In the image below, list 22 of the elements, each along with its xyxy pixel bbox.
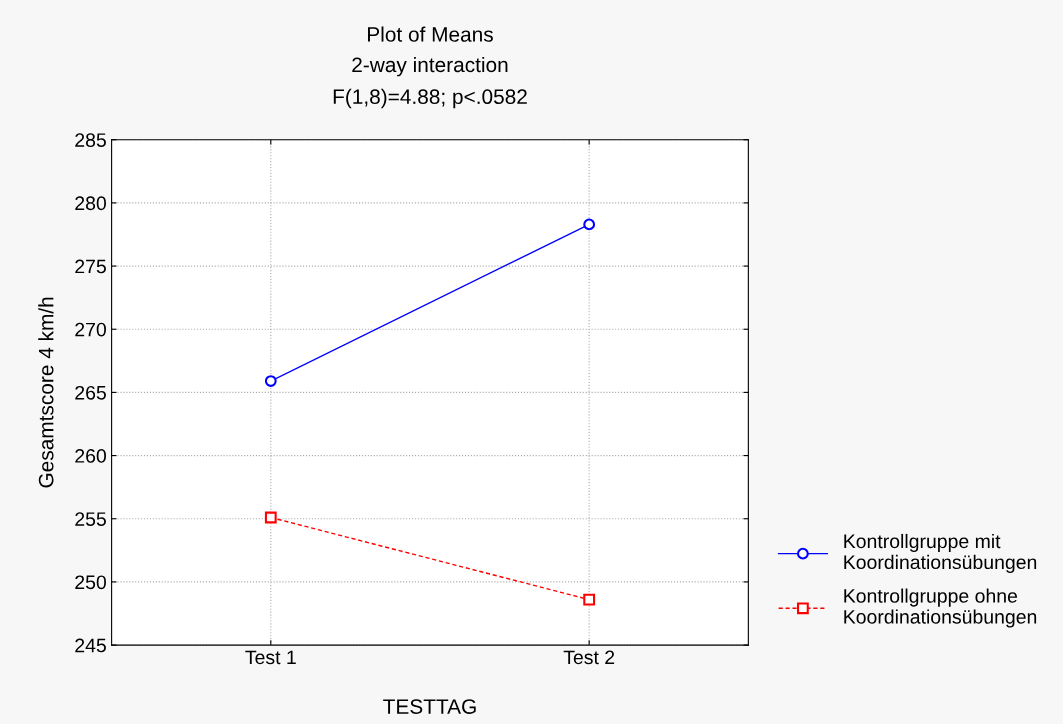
y-tick-label: 260 [75,449,106,463]
x-tick-label: Test 1 [245,650,296,665]
point [264,511,277,524]
y-tick-label: 245 [75,638,106,653]
y-tick-label: 250 [75,575,106,590]
y-tick-label: 280 [75,196,106,211]
x-tick-label: Test 2 [563,650,615,665]
x-axis-title: TESTTAG [383,699,476,714]
point [583,218,596,231]
y-tick-label: 270 [75,322,106,337]
legend-label: Kontrollgruppe ohne Koordinationsübungen [844,588,1037,628]
text: F(1,8)=4.88; p<.0582 [333,88,527,109]
y-axis-title: Gesamtscore 4 km/h [38,297,54,488]
y-tick-label: 255 [75,512,106,526]
legend-label: Kontrollgruppe mit Koordinationsübungen [844,533,1037,573]
chart-title: Plot of Means [368,26,493,42]
point [583,593,596,606]
point [264,375,277,387]
chart-subtitle: 2-way interaction [352,56,508,77]
y-tick-label: 275 [75,259,106,274]
y-tick-label: 285 [75,133,106,147]
y-tick-label: 265 [75,385,106,400]
